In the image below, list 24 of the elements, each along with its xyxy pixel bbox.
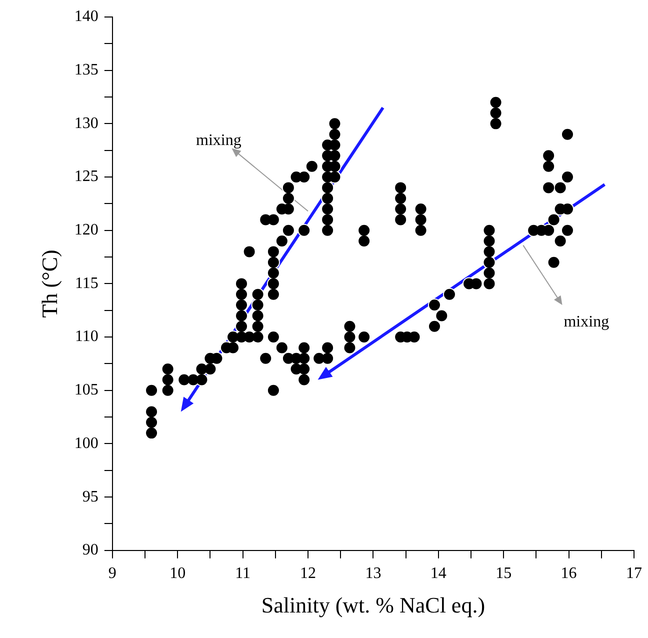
x-tick-label: 16 xyxy=(560,565,577,582)
x-tick-label: 11 xyxy=(235,565,251,582)
y-tick-label: 140 xyxy=(74,8,98,26)
y-tick-label: 100 xyxy=(74,434,98,452)
annotation: mixing xyxy=(564,313,610,330)
x-tick-label: 13 xyxy=(365,565,382,582)
y-tick-label: 115 xyxy=(74,274,98,292)
x-tick-label: 9 xyxy=(108,565,116,582)
x-tick-label: 12 xyxy=(300,565,316,582)
y-tick-label: 125 xyxy=(74,168,98,186)
y-axis-title: Th (°C) xyxy=(36,250,62,318)
y-tick-label: 105 xyxy=(74,382,98,399)
y-tick-label: 120 xyxy=(74,222,98,239)
y-tick-label: 90 xyxy=(82,542,98,559)
x-tick-label: 15 xyxy=(496,565,512,582)
y-tick-label: 135 xyxy=(74,62,98,79)
x-tick-label: 17 xyxy=(626,565,642,582)
y-tick-label: 130 xyxy=(74,114,98,132)
x-tick-label: 14 xyxy=(430,565,446,582)
x-axis-title: Salinity (wt. % NaCl eq.) xyxy=(261,592,486,618)
x-tick-label: 10 xyxy=(170,565,186,582)
y-tick-label: 95 xyxy=(82,488,98,506)
y-tick-label: 110 xyxy=(74,328,98,346)
annotation: mixing xyxy=(196,132,242,149)
